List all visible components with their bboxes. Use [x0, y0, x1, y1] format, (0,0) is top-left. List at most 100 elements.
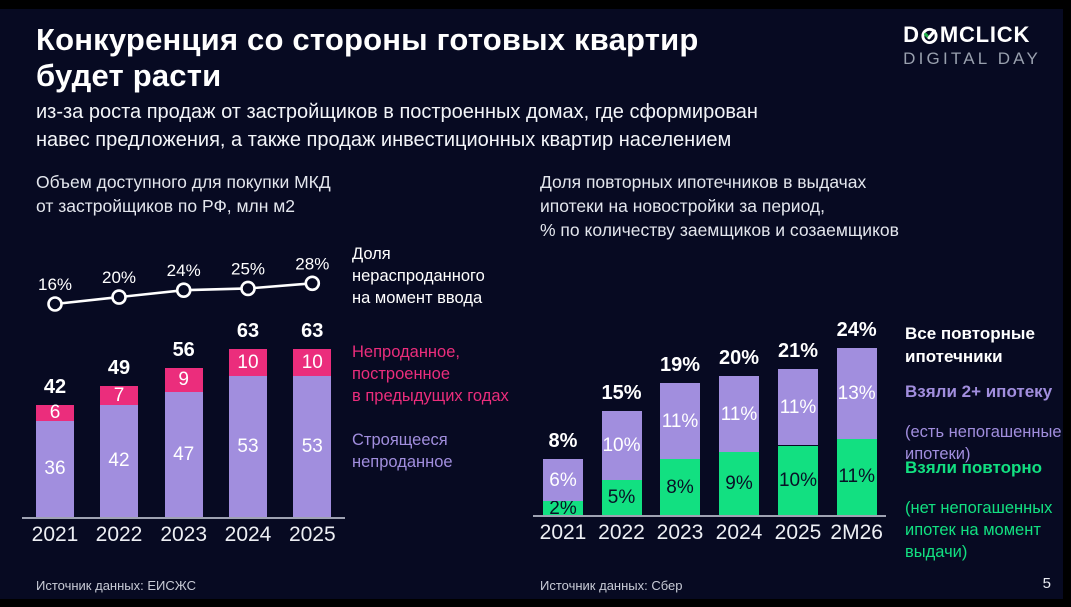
axis-category-label: 2021	[539, 521, 587, 544]
bar-segment-value: 5%	[607, 487, 636, 509]
axis-category-label: 2025	[774, 521, 822, 544]
legend-all-repeat-mortgagors: Все повторные ипотечники	[905, 304, 1035, 386]
bar-segment: 11%	[836, 438, 877, 515]
line-point-label: 24%	[167, 261, 201, 280]
bar-segment-value: 9%	[725, 473, 753, 495]
bar-segment: 9	[164, 367, 203, 392]
line-point-label: 16%	[38, 275, 72, 294]
bar-segment-value: 10%	[602, 435, 641, 456]
bar-segment: 11%	[660, 382, 700, 460]
bar-segment: 9%	[719, 452, 759, 515]
logo-brand-suffix: MCLICK	[939, 22, 1031, 47]
bar-segment-value: 10%	[778, 469, 818, 491]
bar-segment: 10	[229, 348, 267, 376]
slide-title: Конкуренция со стороны готовых квартир б…	[36, 22, 699, 93]
page-number: 5	[1042, 575, 1051, 592]
legend-subtitle: (нет непогашенных ипотек на момент выдач…	[905, 499, 1053, 561]
bar-segment-value: 11%	[720, 403, 758, 425]
data-source-right: Источник данных: Сбер	[540, 578, 683, 593]
bar-segment-value: 11%	[838, 466, 875, 488]
bar-segment: 7	[100, 386, 138, 405]
axis-category-label: 2M26	[830, 521, 883, 544]
bar-segment: 10%	[778, 445, 818, 515]
bar-segment-value: 53	[301, 435, 323, 457]
bar-segment: 53	[229, 375, 267, 517]
legend-took-repeat-mortgage: Взяли повторно (нет непогашенных ипотек …	[905, 438, 1052, 581]
bar-segment-value: 13%	[837, 382, 876, 404]
bar-segment: 6%	[543, 459, 583, 502]
x-axis-line	[533, 515, 886, 517]
line-marker	[111, 289, 127, 305]
bar-segment-value: 47	[173, 443, 195, 465]
axis-category-label: 2021	[31, 523, 79, 546]
bar-total-label: 19%	[659, 353, 701, 376]
bar-segment: 10	[293, 348, 332, 376]
bar-segment-value: 6	[49, 402, 61, 424]
bar-total-label: 63	[236, 319, 260, 342]
slide-subtitle: из-за роста продаж от застройщиков в пос…	[36, 101, 758, 151]
bar-total-label: 56	[172, 338, 195, 361]
bar-total-label: 63	[301, 319, 324, 342]
right-chart-title: Доля повторных ипотечников в выдачах ипо…	[540, 172, 899, 240]
axis-category-label: 2024	[224, 523, 272, 546]
bar-segment: 42	[100, 404, 138, 517]
axis-category-label: 2023	[160, 523, 208, 546]
bar-segment-value: 10	[237, 351, 259, 373]
bar-segment: 47	[164, 391, 203, 517]
line-marker	[304, 275, 321, 292]
legend-line-series: Доля нераспроданного на момент ввода	[352, 245, 485, 307]
line-marker	[47, 296, 63, 312]
bar-segment: 10%	[601, 410, 642, 481]
x-axis-line	[22, 517, 345, 519]
bar-segment-value: 8%	[666, 476, 694, 498]
axis-category-label: 2024	[715, 521, 763, 544]
bar-segment-value: 53	[237, 435, 259, 457]
bar-total-label: 49	[107, 357, 131, 380]
line-point-label: 28%	[295, 254, 329, 273]
legend-subtitle: (есть непогашенные ипотеки)	[905, 423, 1062, 463]
legend-unsold-under-construction: Строящееся непроданное	[352, 431, 453, 471]
domclick-logo: D MCLICK DIGITAL DAY	[903, 22, 1041, 69]
bar-total-label: 20%	[718, 347, 760, 369]
axis-category-label: 2025	[288, 523, 336, 546]
legend-unsold-built: Непроданное, построенное в предыдущих го…	[352, 343, 509, 405]
bar-segment: 6	[36, 402, 74, 424]
bar-total-label: 24%	[836, 319, 877, 342]
axis-category-label: 2023	[656, 521, 704, 544]
bar-total-label: 21%	[777, 340, 819, 363]
logo-event-name: DIGITAL DAY	[903, 49, 1041, 68]
right-chart-canvas: 2% 6% 8% 2021 5% 10% 15% 2022 8% 11% 19% 2023 9% 11% 2…	[533, 305, 903, 570]
bar-total-label: 8%	[548, 430, 578, 453]
bar-segment-value: 2%	[549, 497, 577, 519]
line-point-label: 20%	[102, 268, 136, 287]
bar-segment: 5%	[601, 480, 642, 515]
unsold-share-line-chart: 16% 20% 24% 25% 28%	[38, 254, 329, 312]
left-chart-canvas: 36 6 42 2021 42 7 49 2022 47 9 56 2023 53 10 63 2024 53 1…	[22, 240, 367, 570]
bar-segment: 11%	[778, 369, 818, 446]
bar-segment: 2%	[543, 497, 583, 519]
logo-brand: D MCLICK	[903, 22, 1041, 48]
bar-segment: 8%	[660, 459, 700, 515]
bar-segment-value: 7	[113, 385, 125, 407]
legend-title: Взяли 2+ ипотеку	[905, 382, 1053, 401]
bar-segment: 53	[293, 375, 332, 517]
bar-segment-value: 10	[301, 351, 323, 373]
bar-segment-value: 11%	[779, 396, 817, 418]
data-source-left: Источник данных: ЕИСЖС	[36, 578, 196, 593]
domclick-o-check-icon	[921, 27, 938, 44]
bar-segment-value: 36	[44, 458, 66, 480]
legend-title: Взяли повторно	[905, 458, 1043, 477]
bar-segment-value: 9	[178, 369, 189, 391]
bar-segment-value: 6%	[549, 469, 577, 491]
logo-brand-prefix: D	[903, 22, 920, 47]
line-series-path	[54, 282, 313, 306]
bar-segment: 13%	[836, 348, 877, 439]
bar-segment: 36	[36, 420, 74, 517]
bar-segment-value: 42	[108, 450, 130, 472]
bar-segment-value: 11%	[661, 410, 699, 432]
axis-category-label: 2022	[598, 521, 645, 544]
legend-title: Все повторные ипотечники	[905, 324, 1035, 366]
axis-category-label: 2022	[95, 523, 143, 546]
line-point-label: 25%	[231, 259, 265, 278]
